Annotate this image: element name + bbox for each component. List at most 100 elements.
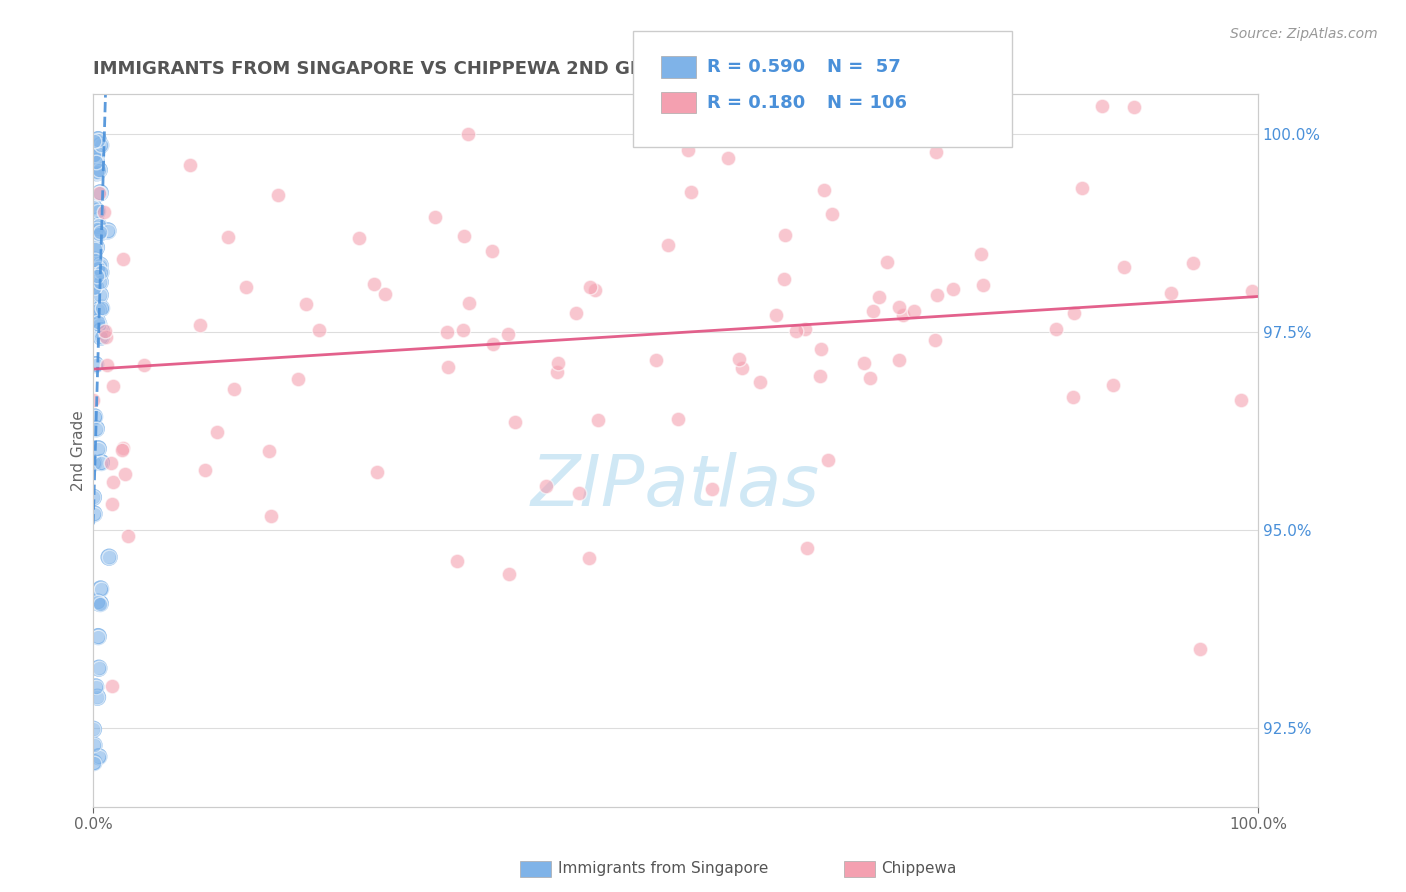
Point xyxy=(813,183,835,197)
Point xyxy=(84,358,107,372)
Point xyxy=(100,456,122,470)
Point xyxy=(748,375,770,389)
Point xyxy=(808,369,831,384)
Point xyxy=(86,268,108,283)
Point xyxy=(1063,306,1085,320)
Point xyxy=(87,260,110,275)
Point xyxy=(90,330,112,344)
Point xyxy=(727,351,749,366)
Point xyxy=(1062,390,1084,404)
Point xyxy=(111,442,134,456)
Point xyxy=(868,290,890,304)
Point xyxy=(87,303,110,318)
Point xyxy=(583,284,606,298)
Point xyxy=(97,224,120,238)
Text: IMMIGRANTS FROM SINGAPORE VS CHIPPEWA 2ND GRADE CORRELATION CHART: IMMIGRANTS FROM SINGAPORE VS CHIPPEWA 2N… xyxy=(93,60,907,78)
Point xyxy=(887,353,910,368)
Point xyxy=(702,483,724,497)
Point xyxy=(83,456,105,470)
Point xyxy=(82,723,104,737)
Point xyxy=(98,550,121,565)
Point xyxy=(235,280,257,294)
Point xyxy=(90,456,112,470)
Point xyxy=(89,226,111,240)
Point xyxy=(87,596,110,610)
Point xyxy=(547,356,569,370)
Point xyxy=(217,230,239,244)
Point xyxy=(86,204,108,219)
Point xyxy=(436,325,458,339)
Point xyxy=(481,244,503,258)
Point xyxy=(84,243,107,257)
Point xyxy=(83,738,105,752)
Point xyxy=(89,288,111,302)
Point xyxy=(82,491,104,505)
Point xyxy=(83,252,105,267)
Point xyxy=(257,443,280,458)
Y-axis label: 2nd Grade: 2nd Grade xyxy=(72,410,86,491)
Point xyxy=(89,597,111,611)
Point xyxy=(83,507,105,521)
Point xyxy=(87,596,110,610)
Point xyxy=(644,352,666,367)
Point xyxy=(90,265,112,279)
Point xyxy=(84,262,107,277)
Point xyxy=(84,154,107,169)
Point xyxy=(84,154,107,169)
Point xyxy=(260,508,283,523)
Point xyxy=(83,135,105,149)
Point xyxy=(785,324,807,338)
Point xyxy=(117,529,139,543)
Point xyxy=(87,303,110,318)
Point xyxy=(90,138,112,153)
Point xyxy=(82,200,104,214)
Text: ZIPatlas: ZIPatlas xyxy=(531,452,820,521)
Point xyxy=(1181,256,1204,270)
Point xyxy=(730,361,752,376)
Point xyxy=(903,303,925,318)
Point xyxy=(82,723,104,737)
Point xyxy=(112,252,135,266)
Point xyxy=(101,475,124,489)
Point xyxy=(796,541,818,555)
Point xyxy=(179,158,201,172)
Point xyxy=(1091,99,1114,113)
Point xyxy=(453,228,475,243)
Point xyxy=(89,258,111,272)
Point xyxy=(114,467,136,482)
Point xyxy=(498,566,520,581)
Point xyxy=(97,224,120,238)
Point xyxy=(87,218,110,232)
Point xyxy=(87,630,110,644)
Point xyxy=(84,680,107,694)
Point xyxy=(90,324,112,338)
Point xyxy=(190,318,212,332)
Point xyxy=(83,252,105,267)
Point xyxy=(90,138,112,153)
Point xyxy=(925,145,948,159)
Point xyxy=(765,308,787,322)
Point xyxy=(366,465,388,479)
Point xyxy=(82,200,104,214)
Point xyxy=(534,479,557,493)
Point xyxy=(89,163,111,178)
Point xyxy=(89,226,111,240)
Point xyxy=(86,204,108,219)
Point xyxy=(858,370,880,384)
Point xyxy=(862,304,884,318)
Text: N = 106: N = 106 xyxy=(827,94,907,112)
Point xyxy=(83,756,105,770)
Point xyxy=(90,330,112,344)
Point xyxy=(1101,377,1123,392)
Point xyxy=(86,240,108,254)
Point xyxy=(821,206,844,220)
Point xyxy=(1241,284,1264,298)
Point xyxy=(267,188,290,202)
Point xyxy=(84,358,107,372)
Point xyxy=(86,422,108,436)
Point xyxy=(89,258,111,272)
Point xyxy=(294,297,316,311)
Point xyxy=(1160,285,1182,300)
Point xyxy=(82,392,104,407)
Point xyxy=(89,227,111,241)
